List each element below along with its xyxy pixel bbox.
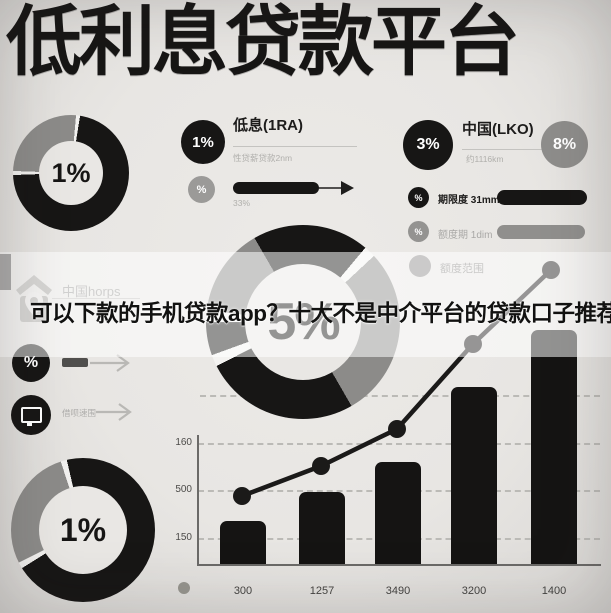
divider	[462, 149, 580, 150]
china-row-label-1: 期限度 31mm	[438, 195, 500, 206]
monitor-badge	[11, 395, 51, 435]
china-subtext: 约1116km	[466, 154, 504, 164]
x-axis	[197, 564, 601, 566]
mini-bar	[62, 358, 88, 367]
bar-2	[299, 492, 345, 564]
trend-point-3	[388, 420, 406, 438]
x-tick-label: 1400	[541, 585, 567, 597]
monitor-icon	[20, 407, 42, 426]
china-row-bar-2	[497, 225, 585, 239]
gridline-0	[200, 395, 600, 397]
percent-badge: %	[188, 176, 215, 203]
loan-progress-bar	[233, 182, 319, 194]
loan-subtext: 性贷薪贷款2nm	[233, 153, 293, 163]
left-arrow-icon-2	[96, 403, 132, 421]
loan-heading: 低息(1RA)	[233, 117, 303, 134]
top-left-donut-value: 1%	[51, 157, 91, 188]
page-title: 低利息贷款平台	[6, 0, 520, 85]
loan-badge: 1%	[181, 120, 225, 164]
china-heading: 中国(LKO)	[462, 121, 534, 138]
row-icon: %	[408, 187, 429, 208]
china-row-label-2: 额度期 1dim	[438, 230, 493, 241]
gridline-1	[198, 443, 600, 445]
china-badge: 3%	[403, 120, 453, 170]
bottom-left-donut-value: 1%	[59, 511, 107, 548]
x-tick-label: 1257	[309, 585, 335, 597]
y-axis	[197, 435, 199, 566]
y-tick-label: 150	[175, 532, 192, 543]
trend-point-1	[233, 487, 251, 505]
china-badge-2: 8%	[541, 121, 588, 168]
y-tick-label: 500	[175, 484, 192, 495]
loan-note: 33%	[233, 198, 251, 208]
monitor-label: 借呗速围	[62, 408, 97, 418]
axis-origin-dot	[178, 582, 190, 594]
bar-3	[375, 462, 421, 564]
bar-5	[531, 330, 577, 564]
bottom-left-donut-chart: 1%	[11, 458, 155, 602]
trend-point-2	[312, 457, 330, 475]
x-tick-label: 3490	[385, 585, 411, 597]
divider	[233, 146, 357, 147]
row-icon: %	[408, 221, 429, 242]
top-left-donut-chart: 1%	[13, 115, 129, 231]
bar-4	[451, 387, 497, 564]
x-tick-label: 300	[233, 585, 253, 597]
bar-1	[220, 521, 266, 564]
headline-text: 可以下款的手机贷款app？十大不是中介平台的贷款口子推荐	[30, 301, 611, 326]
arrow-head-icon	[341, 181, 354, 195]
y-tick-label: 160	[175, 437, 192, 448]
x-tick-label: 3200	[461, 585, 487, 597]
left-arrow-icon-1	[90, 354, 130, 372]
overlay-band	[0, 252, 611, 357]
china-row-bar-1	[497, 190, 587, 205]
